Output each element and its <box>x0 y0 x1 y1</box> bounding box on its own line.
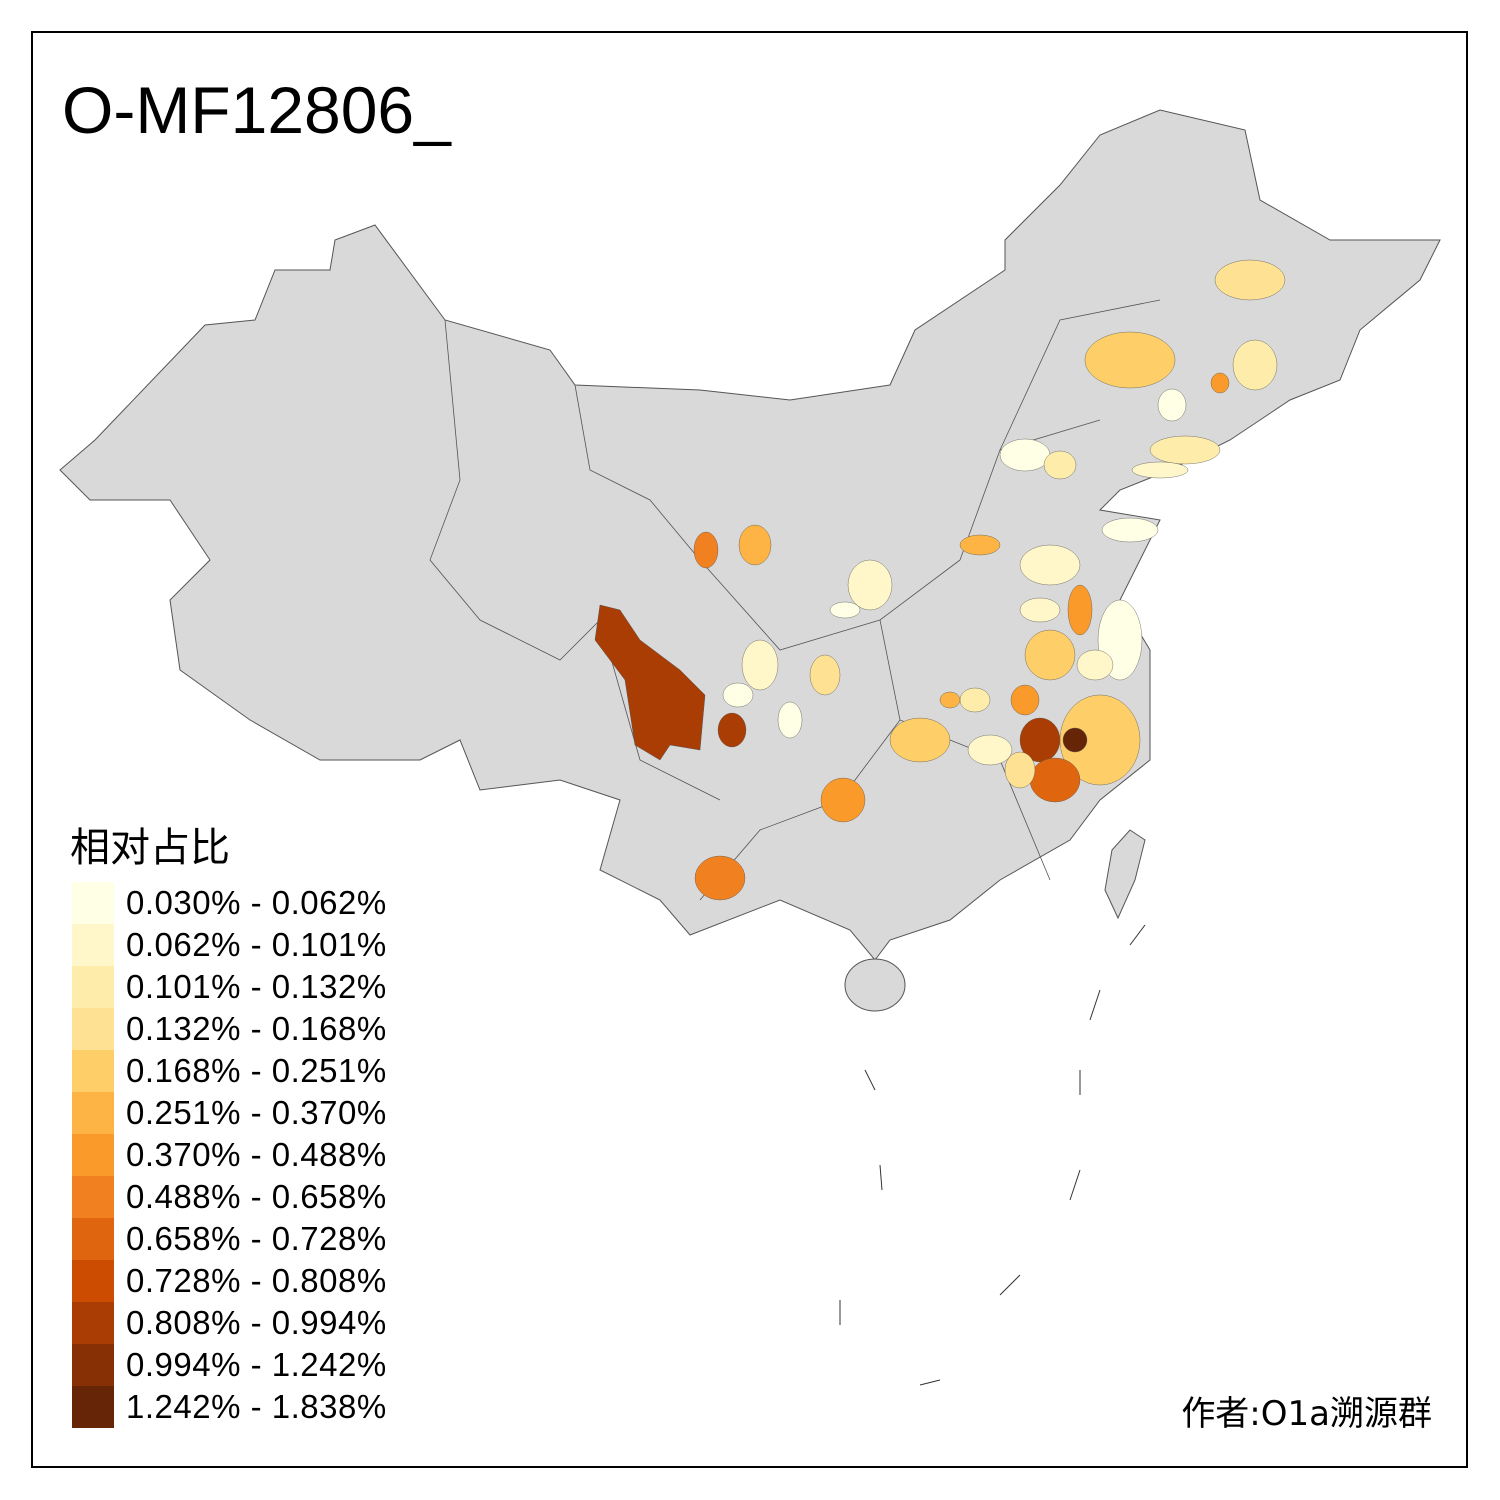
map-region <box>1076 649 1114 681</box>
nine-dash-line-segment <box>999 1274 1021 1296</box>
map-region <box>967 734 1013 766</box>
map-region <box>829 601 861 619</box>
province-border <box>429 319 601 661</box>
legend-title: 相对占比 <box>70 825 230 871</box>
map-region <box>809 654 841 696</box>
map-region <box>1210 372 1230 394</box>
map-region <box>1067 584 1093 636</box>
map-region <box>1029 757 1081 803</box>
map-region <box>1019 597 1061 623</box>
province-border <box>574 384 701 561</box>
legend-swatch <box>72 1218 114 1260</box>
legend-swatch <box>72 1050 114 1092</box>
legend-label: 1.242% - 1.838% <box>126 1388 387 1425</box>
map-region <box>959 687 991 713</box>
legend-label: 0.030% - 0.062% <box>126 884 387 921</box>
map-region <box>889 717 951 763</box>
map-frame <box>31 31 1468 1468</box>
legend-item: 0.062% - 0.101% <box>72 924 387 966</box>
legend-swatch <box>72 1386 114 1428</box>
legend-item: 0.994% - 1.242% <box>72 1344 387 1386</box>
legend-swatch <box>72 1176 114 1218</box>
map-region <box>1157 388 1187 422</box>
nine-dash-line-segment <box>1069 1169 1081 1201</box>
nine-dash-line-segment <box>1129 924 1146 946</box>
map-region <box>820 777 866 823</box>
legend-label: 0.101% - 0.132% <box>126 968 387 1005</box>
hainan-island <box>844 958 906 1012</box>
legend-item: 1.242% - 1.838% <box>72 1386 387 1428</box>
legend-swatch <box>72 1008 114 1050</box>
nine-dash-line-segment <box>879 1164 883 1191</box>
legend-swatch <box>72 1134 114 1176</box>
legend-label: 0.808% - 0.994% <box>126 1304 387 1341</box>
province-border <box>999 299 1161 451</box>
legend-label: 0.168% - 0.251% <box>126 1052 387 1089</box>
map-title: O-MF12806_ <box>62 73 451 147</box>
legend-label: 0.062% - 0.101% <box>126 926 387 963</box>
nine-dash-line-segment <box>1089 989 1101 1021</box>
nine-dash-line-segment <box>919 1379 941 1386</box>
map-region <box>777 701 803 739</box>
map-region <box>999 438 1051 472</box>
map-region <box>594 604 706 761</box>
map-region <box>1010 684 1040 716</box>
legend-label: 0.370% - 0.488% <box>126 1136 387 1173</box>
map-region <box>1131 461 1189 479</box>
legend-item: 0.370% - 0.488% <box>72 1134 387 1176</box>
legend-item: 0.808% - 0.994% <box>72 1302 387 1344</box>
map-region <box>1043 450 1077 480</box>
map-region <box>1062 727 1088 753</box>
legend-swatch <box>72 1302 114 1344</box>
map-region <box>1232 339 1278 391</box>
province-border <box>699 559 961 651</box>
map-region <box>1084 331 1176 389</box>
legend-swatch <box>72 882 114 924</box>
province-border <box>599 619 721 801</box>
legend-label: 0.251% - 0.370% <box>126 1094 387 1131</box>
legend-swatch <box>72 966 114 1008</box>
map-region <box>959 534 1001 556</box>
legend-swatch <box>72 1344 114 1386</box>
legend-label: 0.658% - 0.728% <box>126 1220 387 1257</box>
nine-dash-line-segment <box>864 1069 876 1091</box>
map-region <box>717 712 747 748</box>
legend-label: 0.132% - 0.168% <box>126 1010 387 1047</box>
author-credit: 作者:O1a溯源群 <box>1181 1394 1432 1434</box>
legend-label: 0.728% - 0.808% <box>126 1262 387 1299</box>
legend-swatch <box>72 1092 114 1134</box>
legend-item: 0.251% - 0.370% <box>72 1092 387 1134</box>
legend-label: 0.994% - 1.242% <box>126 1346 387 1383</box>
map-region <box>722 682 754 708</box>
map-region <box>693 531 719 569</box>
map-region <box>1149 435 1221 465</box>
legend-item: 0.168% - 0.251% <box>72 1050 387 1092</box>
legend-item: 0.101% - 0.132% <box>72 966 387 1008</box>
map-region <box>741 639 779 691</box>
map-region <box>1019 544 1081 586</box>
map-region <box>1214 259 1286 301</box>
legend-item: 0.030% - 0.062% <box>72 882 387 924</box>
legend-item: 0.728% - 0.808% <box>72 1260 387 1302</box>
map-region <box>847 559 893 611</box>
map-region <box>1004 751 1036 789</box>
legend-swatch <box>72 924 114 966</box>
legend-item: 0.488% - 0.658% <box>72 1176 387 1218</box>
map-region <box>694 855 746 901</box>
map-region <box>1019 717 1061 763</box>
map-region <box>939 691 961 709</box>
map-region <box>738 524 772 566</box>
legend-item: 0.132% - 0.168% <box>72 1008 387 1050</box>
map-region <box>1024 629 1076 681</box>
legend-swatch <box>72 1260 114 1302</box>
legend: 0.030% - 0.062% 0.062% - 0.101% 0.101% - 0… <box>72 882 387 1428</box>
map-region <box>1101 517 1159 543</box>
legend-item: 0.658% - 0.728% <box>72 1218 387 1260</box>
taiwan-island <box>1104 829 1146 920</box>
legend-label: 0.488% - 0.658% <box>126 1178 387 1215</box>
